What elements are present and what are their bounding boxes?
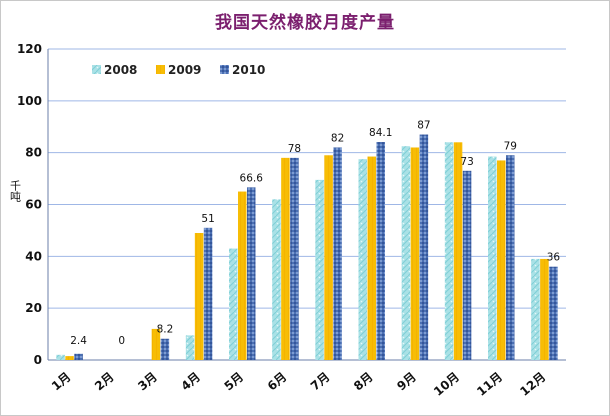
y-tick-label: 40 — [25, 249, 42, 263]
y-tick-label: 120 — [17, 42, 42, 56]
y-tick-label: 100 — [17, 94, 42, 108]
legend-swatch-2010 — [220, 65, 229, 74]
legend-label-2009: 2009 — [168, 63, 201, 77]
bar-2008 — [444, 142, 454, 360]
bar-2009 — [281, 157, 290, 360]
y-axis-label: 千吨 — [9, 180, 22, 202]
x-tick-label: 1月 — [49, 370, 74, 394]
data-label: 8.2 — [157, 324, 174, 336]
bar-2008 — [272, 199, 281, 360]
bar-2008 — [488, 156, 497, 360]
bar-2010 — [376, 142, 385, 360]
bar-2010 — [290, 157, 299, 360]
data-label: 82 — [331, 132, 344, 144]
legend-label-2008: 2008 — [104, 63, 137, 77]
x-tick-label: 5月 — [222, 370, 247, 394]
bar-2008 — [531, 258, 540, 360]
data-label: 78 — [288, 143, 301, 155]
legend-swatch-2008 — [92, 65, 101, 74]
bar-2008 — [358, 159, 367, 360]
x-tick-label: 4月 — [178, 370, 203, 394]
data-label: 36 — [547, 252, 561, 264]
bar-2010 — [203, 227, 213, 360]
bar-2008 — [229, 248, 238, 360]
bar-2010 — [549, 266, 558, 360]
legend-swatch-2009 — [156, 65, 165, 74]
bar-2010 — [74, 353, 83, 360]
data-label: 0 — [118, 335, 125, 347]
legend: 2008 2009 2010 — [92, 63, 265, 77]
x-tick-label: 2月 — [92, 370, 117, 394]
data-label: 73 — [460, 156, 473, 168]
bar-2008 — [401, 146, 411, 360]
bar-2009 — [324, 155, 333, 360]
bar-2008 — [56, 354, 65, 360]
gridlines — [48, 48, 566, 309]
bar-2010 — [247, 187, 256, 360]
bar-2009 — [194, 233, 204, 360]
axes: 0 20 40 60 80 100 120 1月 2月 3月 4月 5月 6月 7月 8月 9月 10月 11月 1… — [17, 42, 566, 399]
bar-2008 — [185, 335, 195, 360]
y-tick-label: 20 — [25, 301, 42, 315]
data-label: 66.6 — [240, 172, 264, 184]
data-labels: 2.4 0 8.2 51 66.6 78 82 84.1 87 73 79 36 — [70, 120, 560, 347]
bar-2009 — [65, 356, 74, 360]
y-tick-label: 60 — [25, 198, 42, 212]
data-label: 2.4 — [70, 335, 87, 347]
chart-title: 我国天然橡胶月度产量 — [215, 13, 395, 33]
bar-2009 — [367, 156, 376, 360]
x-tick-label: 11月 — [474, 370, 505, 399]
x-tick-label: 6月 — [265, 370, 290, 394]
bars — [56, 134, 558, 360]
bar-2009 — [151, 328, 161, 360]
bar-2010 — [160, 338, 170, 360]
legend-label-2010: 2010 — [232, 63, 265, 77]
bar-2010 — [462, 170, 472, 360]
y-tick-label: 80 — [25, 146, 42, 160]
bar-2010 — [333, 147, 342, 360]
bar-2009 — [453, 142, 463, 360]
y-tick-label: 0 — [34, 353, 42, 367]
bar-2009 — [238, 191, 247, 360]
bar-2008 — [315, 179, 324, 360]
bar-2010 — [506, 155, 515, 360]
x-tick-label: 8月 — [351, 370, 376, 394]
data-label: 87 — [417, 120, 430, 132]
x-tick-label: 3月 — [135, 370, 160, 394]
data-label: 84.1 — [369, 127, 392, 139]
x-tick-label: 7月 — [308, 370, 333, 394]
bar-2009 — [410, 147, 420, 360]
x-tick-label: 9月 — [394, 370, 419, 394]
x-tick-label: 10月 — [431, 370, 462, 399]
bar-2010 — [419, 134, 429, 360]
data-label: 51 — [201, 213, 214, 225]
bar-2009 — [497, 160, 506, 360]
data-label: 79 — [504, 140, 517, 152]
x-tick-label: 12月 — [517, 370, 548, 399]
bar-2009 — [540, 258, 549, 360]
